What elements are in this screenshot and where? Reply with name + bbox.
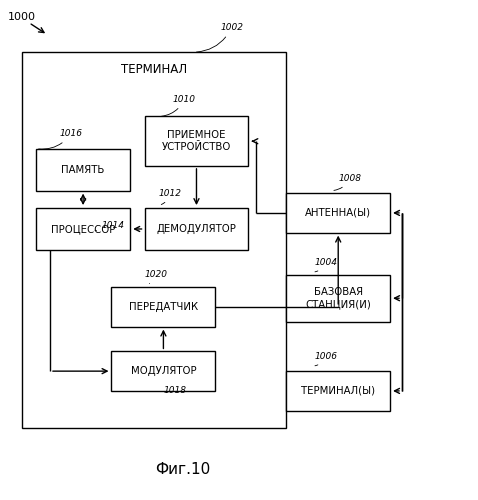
Text: ТЕРМИНАЛ(Ы): ТЕРМИНАЛ(Ы) <box>301 386 375 396</box>
Text: 1004: 1004 <box>315 258 337 272</box>
Text: 1006: 1006 <box>315 352 337 366</box>
Bar <box>22 52 286 428</box>
Text: 1018: 1018 <box>163 386 186 396</box>
Bar <box>111 352 216 391</box>
Text: АНТЕННА(Ы): АНТЕННА(Ы) <box>305 208 371 218</box>
Bar <box>111 287 216 327</box>
Text: 1000: 1000 <box>8 12 35 22</box>
Text: ТЕРМИНАЛ: ТЕРМИНАЛ <box>121 63 187 76</box>
Text: 1008: 1008 <box>334 174 361 190</box>
Text: ПЕРЕДАТЧИК: ПЕРЕДАТЧИК <box>129 302 198 312</box>
Bar <box>286 371 390 410</box>
Text: 1002: 1002 <box>196 23 243 52</box>
Bar <box>144 116 249 166</box>
Text: 1014: 1014 <box>95 221 125 230</box>
Text: ПАМЯТЬ: ПАМЯТЬ <box>61 164 105 174</box>
Text: 1012: 1012 <box>159 188 182 204</box>
Bar <box>286 274 390 322</box>
Text: БАЗОВАЯ
СТАНЦИЯ(И): БАЗОВАЯ СТАНЦИЯ(И) <box>305 288 371 309</box>
Bar <box>36 208 130 250</box>
Text: 1010: 1010 <box>162 94 196 116</box>
Text: 1020: 1020 <box>144 270 167 283</box>
Bar <box>144 208 249 250</box>
Text: ДЕМОДУЛЯТОР: ДЕМОДУЛЯТОР <box>156 224 237 234</box>
Bar <box>286 193 390 232</box>
Text: 1016: 1016 <box>39 130 83 149</box>
Bar <box>36 148 130 190</box>
Text: ПРИЕМНОЕ
УСТРОЙСТВО: ПРИЕМНОЕ УСТРОЙСТВО <box>162 130 231 152</box>
Text: МОДУЛЯТОР: МОДУЛЯТОР <box>130 366 196 376</box>
Text: ПРОЦЕССОР: ПРОЦЕССОР <box>51 224 115 234</box>
Text: Фиг.10: Фиг.10 <box>155 462 210 477</box>
